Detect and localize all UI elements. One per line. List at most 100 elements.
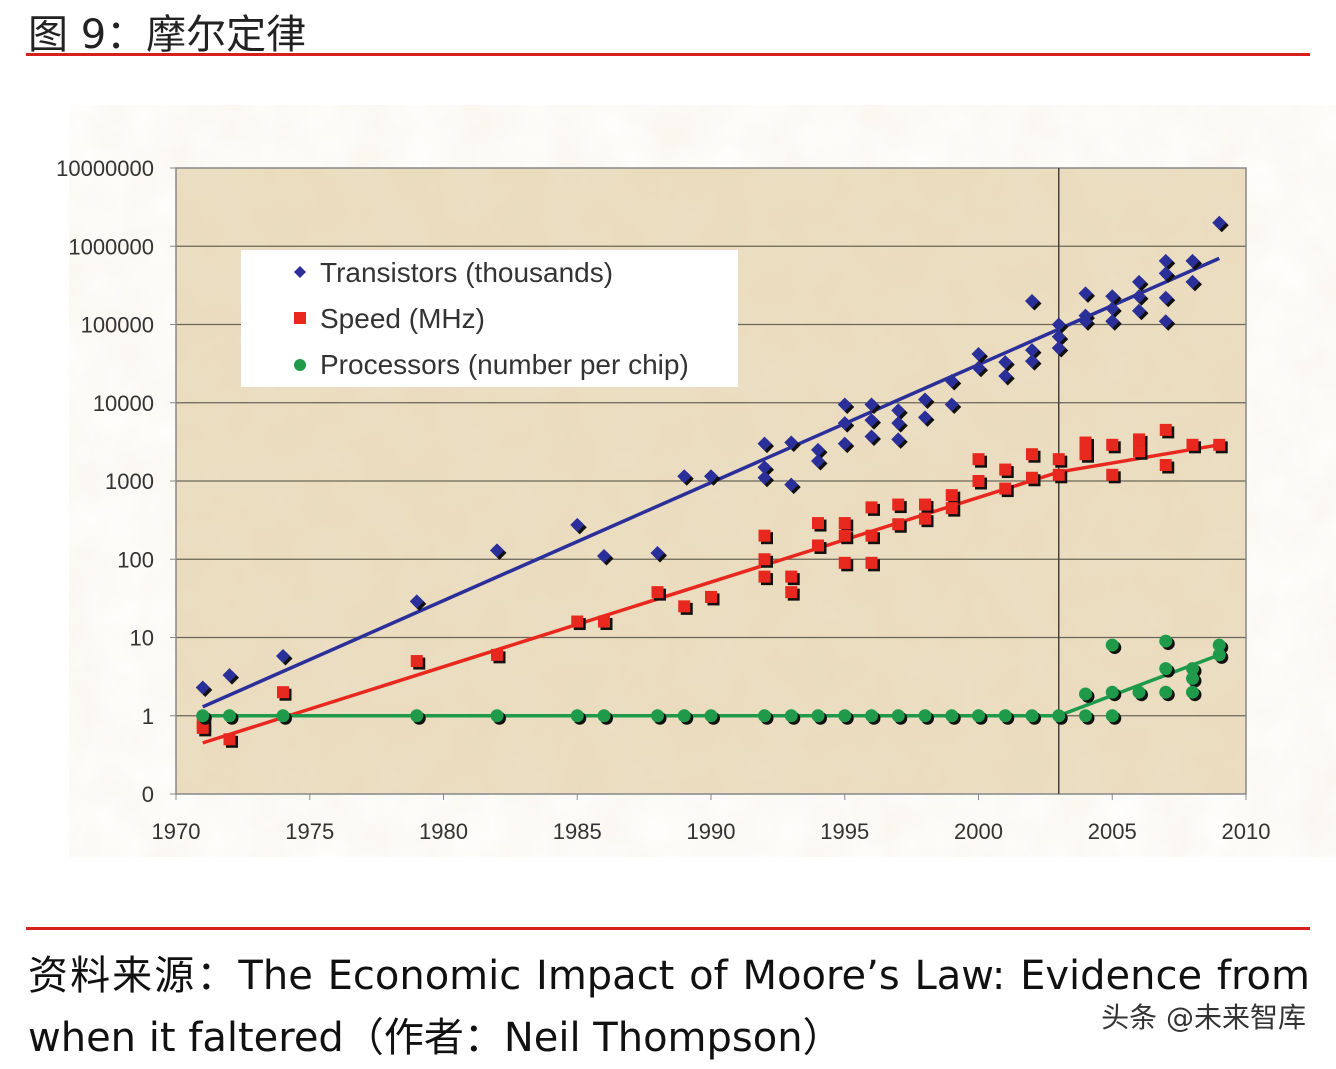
legend-box (241, 250, 738, 387)
data-point-speed (1133, 445, 1145, 458)
data-point-processors (784, 709, 798, 723)
data-point-transistors (918, 392, 932, 407)
data-point-speed (1079, 436, 1092, 449)
data-point-processors (945, 709, 959, 723)
data-point-transistors (757, 460, 772, 475)
data-point-speed (571, 615, 584, 628)
data-point-processors (1105, 638, 1119, 652)
data-point-speed (1106, 468, 1119, 481)
data-point-speed (919, 512, 931, 525)
data-point-transistors (891, 416, 906, 431)
data-point-transistors (409, 594, 424, 609)
data-point-transistors (1025, 354, 1039, 369)
data-point-speed (812, 517, 824, 530)
data-point-speed (1159, 459, 1172, 472)
x-tick-label: 1970 (152, 819, 201, 844)
data-point-speed (758, 570, 771, 583)
data-point-speed (1159, 423, 1172, 436)
data-point-speed (865, 501, 878, 514)
data-point-speed (196, 721, 209, 734)
bottom-divider (26, 927, 1310, 930)
data-point-speed (999, 482, 1012, 495)
data-point-speed (945, 502, 958, 515)
data-point-transistors (704, 469, 718, 484)
data-point-speed (1106, 438, 1119, 451)
legend-speed: Speed (MHz) (320, 303, 485, 334)
x-tick-label: 1975 (285, 819, 334, 844)
data-point-speed (410, 655, 423, 668)
data-point-speed (223, 733, 236, 746)
data-point-speed (491, 648, 503, 661)
moore-law-chart: 1000000010000001000001000010001001010197… (56, 156, 1271, 844)
data-point-processors (1105, 685, 1119, 699)
data-point-speed (1052, 468, 1065, 481)
data-point-processors (1212, 648, 1226, 662)
data-point-transistors (1105, 289, 1120, 304)
data-point-processors (651, 709, 664, 723)
data-point-transistors (998, 355, 1013, 370)
data-point-transistors (864, 397, 879, 412)
data-point-transistors (1132, 274, 1146, 289)
data-point-transistors (891, 432, 906, 447)
legend-transistors: Transistors (thousands) (320, 257, 613, 288)
data-point-transistors (944, 373, 959, 388)
y-tick-label: 10 (130, 626, 154, 651)
data-point-processors (1159, 662, 1173, 676)
data-point-speed (865, 529, 878, 542)
data-point-transistors (1212, 215, 1227, 230)
y-tick-label: 100 (117, 547, 154, 572)
data-point-transistors (891, 403, 906, 418)
data-point-processors (972, 709, 985, 723)
y-tick-label: 1000 (105, 469, 154, 494)
y-tick-label: 100000 (81, 313, 154, 338)
x-tick-label: 1985 (553, 819, 602, 844)
source-note: 资料来源：The Economic Impact of Moore’s Law:… (28, 945, 1310, 1069)
legend-diamond-icon (294, 266, 306, 278)
data-point-processors (704, 709, 718, 723)
source-line-2: when it faltered（作者：Neil Thompson） (28, 1015, 843, 1061)
data-point-processors (410, 709, 424, 723)
data-point-transistors (918, 410, 932, 425)
data-point-processors (1159, 634, 1173, 648)
x-tick-label: 2000 (954, 819, 1003, 844)
data-point-speed (1026, 471, 1038, 484)
data-point-transistors (757, 436, 772, 451)
y-tick-label: 1000000 (68, 234, 154, 259)
data-point-processors (865, 709, 878, 723)
data-point-speed (785, 570, 798, 583)
data-point-transistors (1051, 341, 1066, 356)
data-point-processors (223, 709, 236, 723)
data-point-transistors (1025, 293, 1039, 308)
y-tick-label: 10000 (93, 391, 154, 416)
data-point-processors (998, 709, 1012, 723)
watermark: 头条 @未来智库 (1101, 1001, 1306, 1034)
y-tick-label: 10000000 (56, 156, 154, 181)
data-point-processors (490, 709, 504, 723)
data-point-speed (678, 600, 691, 613)
data-point-transistors (971, 346, 986, 361)
data-point-transistors (811, 454, 825, 469)
data-point-speed (1026, 448, 1038, 461)
data-point-processors (1079, 687, 1092, 701)
data-point-processors (1025, 709, 1039, 723)
data-point-speed (892, 498, 905, 511)
data-point-transistors (1158, 253, 1173, 268)
x-tick-label: 2010 (1222, 819, 1271, 844)
data-point-transistors (1185, 253, 1200, 268)
data-point-transistors (1132, 303, 1146, 318)
data-point-transistors (784, 477, 799, 492)
data-point-speed (838, 529, 851, 542)
data-point-transistors (944, 397, 959, 412)
data-point-processors (677, 709, 691, 723)
legend: Transistors (thousands) Speed (MHz) Proc… (241, 250, 738, 387)
data-point-processors (1052, 709, 1066, 723)
data-point-speed (758, 529, 771, 542)
data-point-transistors (811, 442, 825, 457)
data-point-speed (972, 453, 985, 466)
data-point-processors (570, 709, 584, 723)
data-point-transistors (971, 360, 986, 375)
data-point-processors (1186, 671, 1199, 685)
data-point-speed (919, 498, 931, 511)
x-tick-label: 1990 (687, 819, 736, 844)
data-point-speed (972, 475, 985, 487)
